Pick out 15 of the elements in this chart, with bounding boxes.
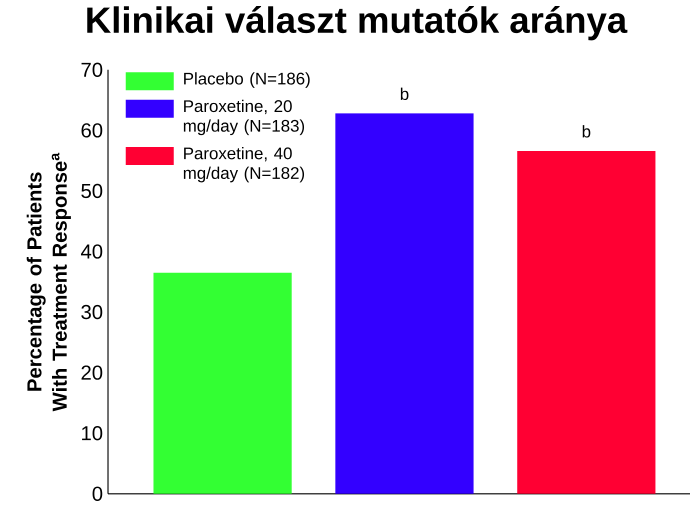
y-axis-title: Percentage of Patients With Treatment Response$^{a}$ [26, 152, 71, 412]
legend-label: Paroxetine, 40 mg/day (N=182) [184, 146, 304, 182]
y-tick-label: 10 [82, 426, 102, 440]
y-tick-label: 70 [82, 62, 102, 77]
legend-label: Paroxetine, 20 mg/day (N=183) [184, 100, 304, 136]
y-tick-label: 30 [81, 304, 102, 320]
y-tick-label: 0 [92, 486, 102, 501]
chart-title: Klinikai választ mutatók aránya [87, 6, 628, 40]
y-tick-label: 60 [82, 123, 102, 138]
y-tick-label: 40 [80, 244, 102, 259]
y-tick-label: 50 [81, 184, 102, 198]
annotation: b [582, 125, 590, 138]
legend-label: Placebo (N=186) [184, 72, 310, 88]
annotation: b [400, 88, 408, 100]
y-tick-label: 20 [82, 365, 102, 380]
